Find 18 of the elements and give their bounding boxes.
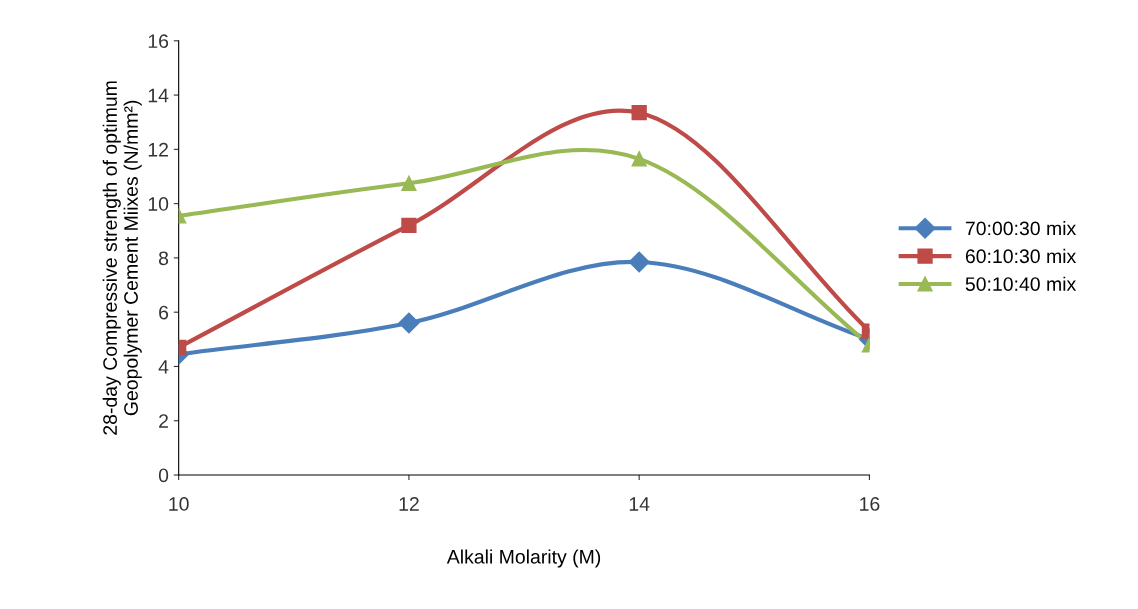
legend-label: 70:00:30 mix <box>965 221 1077 236</box>
x-tick-label: 12 <box>399 497 419 511</box>
y-tick-label: 2 <box>159 414 168 428</box>
y-tick-label: 12 <box>148 142 168 157</box>
y-tick-label: 10 <box>148 197 169 211</box>
x-tick-label: 14 <box>629 497 650 511</box>
x-tick-label: 10 <box>169 497 189 511</box>
y-tick-label: 8 <box>158 251 169 266</box>
y-tick-label: 14 <box>148 88 169 103</box>
y-tick-label: 16 <box>148 34 169 49</box>
y-tick-label: 0 <box>158 468 169 483</box>
legend-label: 60:10:30 mix <box>965 248 1077 264</box>
x-axis-title: Alkali Molarity (M) <box>446 549 601 568</box>
y-axis-title: 28-day Compressive strength of optimum Geopolymer Cement Miixes (N/mm²) <box>102 81 142 435</box>
x-tick-label: 16 <box>860 497 880 511</box>
y-tick-label: 4 <box>158 360 169 374</box>
y-tick-label: 6 <box>159 305 169 320</box>
legend-label: 50:10:40 mix <box>965 276 1077 291</box>
